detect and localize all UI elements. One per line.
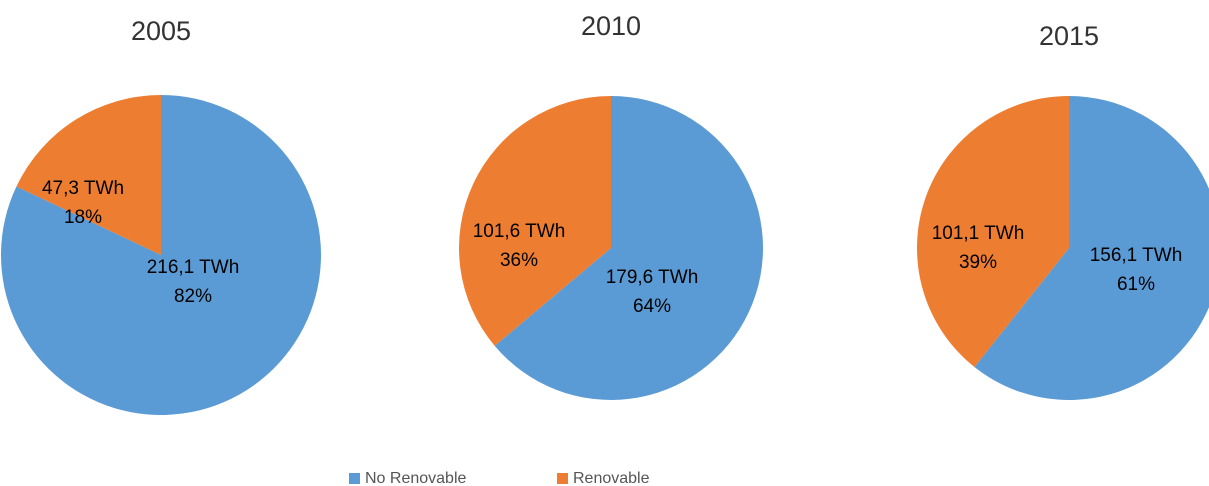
chart-title: 2005 [131, 16, 191, 46]
pie-slice [16, 95, 162, 255]
pie-slice [494, 96, 764, 401]
percent-label: 61% [1117, 274, 1155, 295]
percent-label: 18% [64, 207, 102, 228]
value-label: 216,1 TWh [147, 257, 240, 278]
percent-label: 36% [500, 250, 538, 271]
pie-slice [917, 96, 1069, 367]
value-label: 179,6 TWh [606, 267, 699, 288]
legend-swatch [557, 473, 568, 484]
percent-label: 39% [959, 252, 997, 273]
value-label: 156,1 TWh [1090, 245, 1183, 266]
percent-label: 64% [633, 296, 671, 317]
legend-label: No Renovable [365, 470, 467, 486]
pie-slice [974, 96, 1209, 400]
chart-title: 2010 [581, 11, 641, 41]
value-label: 101,6 TWh [473, 221, 566, 242]
chart-title: 2015 [1039, 21, 1099, 51]
value-label: 101,1 TWh [932, 223, 1025, 244]
legend-label: Renovable [573, 470, 650, 486]
legend-swatch [349, 473, 360, 484]
value-label: 47,3 TWh [42, 178, 124, 199]
percent-label: 82% [174, 286, 212, 307]
pie-slice [458, 96, 611, 346]
